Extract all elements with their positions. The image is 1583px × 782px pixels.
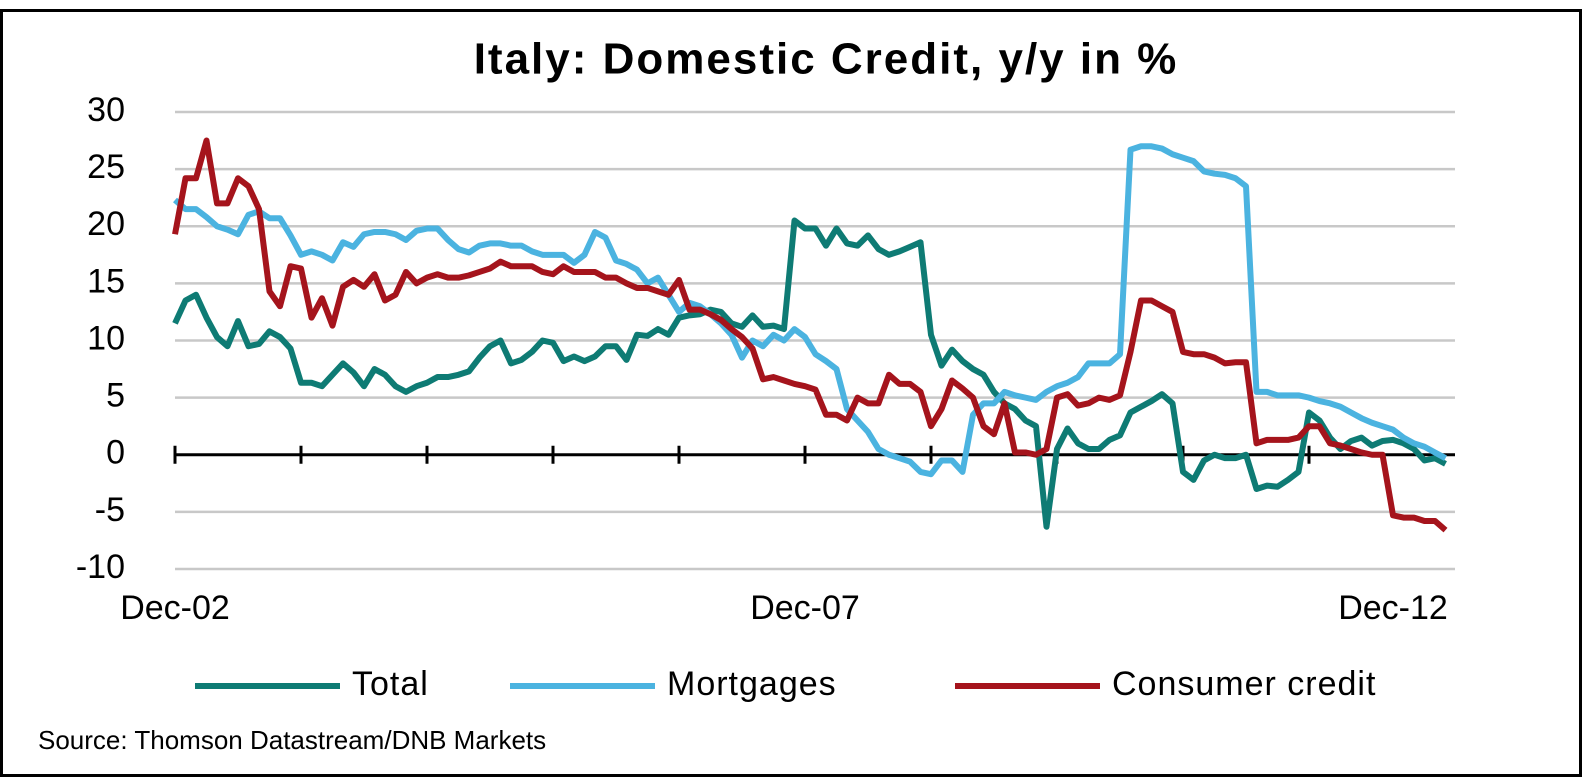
y-tick-label: -10: [76, 548, 125, 586]
source-note: Source: Thomson Datastream/DNB Markets: [38, 725, 546, 755]
legend-label: Consumer credit: [1112, 665, 1376, 703]
y-tick-label: 0: [106, 434, 125, 472]
y-tick-label: 10: [87, 319, 125, 357]
y-tick-label: 20: [87, 205, 125, 243]
y-tick-label: 5: [106, 377, 125, 415]
chart-title: Italy: Domestic Credit, y/y in %: [474, 35, 1179, 84]
series-line: [173, 143, 1447, 478]
legend-label: Total: [352, 665, 429, 703]
frame: [0, 9, 1582, 777]
x-tick-label: Dec-02: [120, 589, 230, 627]
y-tick-label: -5: [95, 491, 125, 529]
x-tick-label: Dec-07: [750, 589, 860, 627]
legend-label: Mortgages: [667, 665, 837, 703]
series-line: [172, 217, 1447, 530]
x-tick-label: Dec-12: [1338, 589, 1448, 627]
series-line: [172, 137, 1448, 533]
y-tick-label: 30: [87, 91, 125, 129]
y-tick-label: 25: [87, 148, 125, 186]
y-tick-label: 15: [87, 262, 125, 300]
